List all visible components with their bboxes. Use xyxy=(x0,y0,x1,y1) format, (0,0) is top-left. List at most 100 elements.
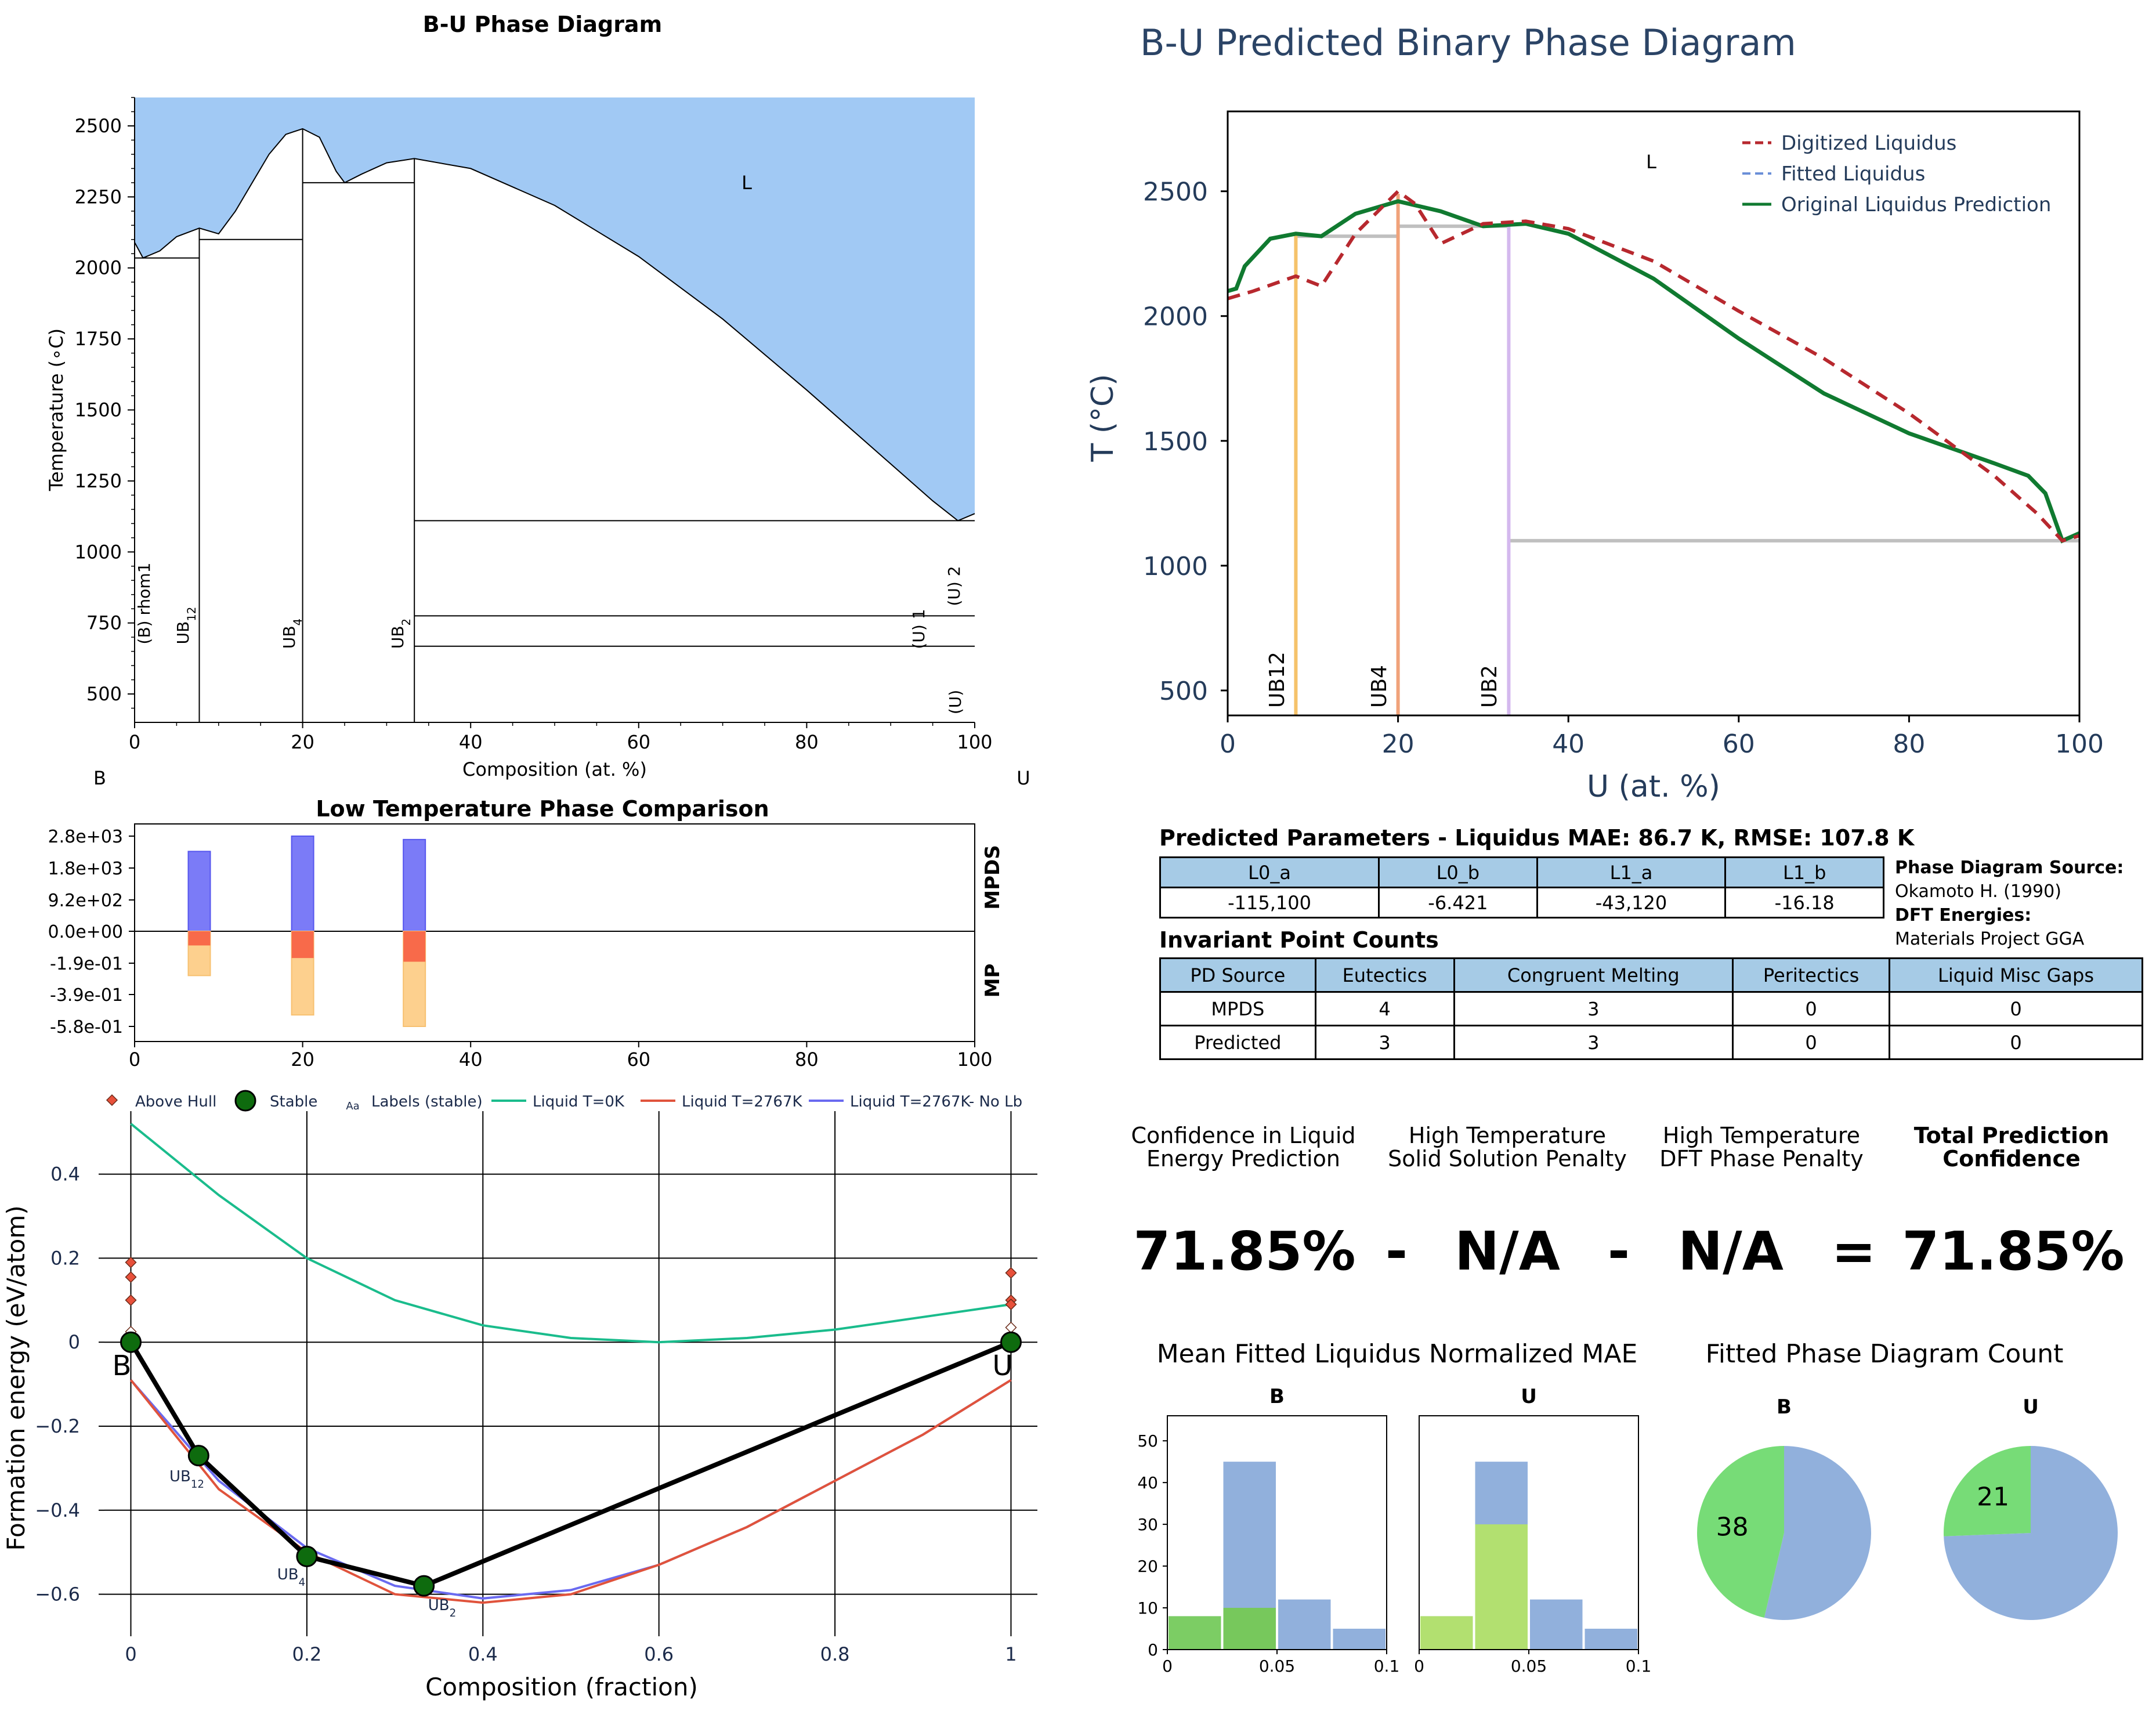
penalty-value: N/A xyxy=(1678,1220,1784,1282)
params-table: L0_a L0_b L1_a L1_b -115,100 -6.421 -43,… xyxy=(1159,856,1884,919)
y-tick-label: -1.9e-01 xyxy=(50,954,123,974)
x-tick-label: 60 xyxy=(627,731,650,753)
x-tick-label: 0 xyxy=(129,1048,140,1071)
confidence-operator: - xyxy=(1386,1220,1408,1282)
mp-bar-overlap xyxy=(291,931,314,959)
pred-frame xyxy=(1227,110,2081,717)
invariants-cell: 0 xyxy=(1889,991,2143,1026)
x-tick-label: 0.1 xyxy=(1626,1657,1652,1676)
stable-point xyxy=(120,1331,142,1353)
mae-bar-highlight xyxy=(1420,1616,1473,1650)
x-tick-label: 20 xyxy=(291,1048,314,1071)
pred-title: B-U Predicted Binary Phase Diagram xyxy=(1140,21,1796,64)
invariants-header: Liquid Misc Gaps xyxy=(1889,957,2143,993)
legend-stable-marker xyxy=(234,1090,256,1112)
pred-label-ub12: UB12 xyxy=(1265,652,1289,708)
y-tick-label: 750 xyxy=(86,612,122,634)
params-header: L0_b xyxy=(1378,856,1538,888)
y-tick-label: 0 xyxy=(68,1331,80,1353)
invariants-header: Eutectics xyxy=(1314,957,1455,993)
hull-line xyxy=(129,1340,1012,1589)
y-tick-label: −0.2 xyxy=(35,1415,80,1437)
mae-bar xyxy=(1333,1629,1386,1650)
y-tick-label: 0 xyxy=(1148,1640,1158,1659)
phase-label-b-rhom1: (B) rhom1 xyxy=(135,563,154,645)
above-hull-point xyxy=(125,1294,137,1306)
mae-bar-highlight xyxy=(1169,1616,1221,1650)
sources-block: Phase Diagram Source: Okamoto H. (1990) … xyxy=(1895,856,2124,951)
y-tick-label: 50 xyxy=(1137,1431,1158,1451)
legend-fitted-label: Fitted Liquidus xyxy=(1781,162,1925,186)
invariants-cell: 3 xyxy=(1453,991,1734,1026)
x-tick-label: 60 xyxy=(627,1048,650,1071)
pred-liquid-label: L xyxy=(1646,151,1656,173)
mae-bar xyxy=(1530,1599,1583,1650)
y-tick-label: 0.2 xyxy=(50,1247,80,1269)
x-tick-label: 40 xyxy=(1552,729,1585,759)
phase-label-ub4: UB4 xyxy=(280,619,305,649)
hull-label-ub12: UB12 xyxy=(169,1468,204,1491)
legend-liquid-nolb-label: Liquid T=2767K- No Lb xyxy=(850,1093,1022,1111)
y-tick-label: 1250 xyxy=(75,470,122,492)
count-title: Fitted Phase Diagram Count xyxy=(1706,1339,2064,1369)
params-header: L1_a xyxy=(1536,856,1727,888)
pred-label-ub2: UB2 xyxy=(1478,665,1502,708)
phase-label-u: (U) xyxy=(946,690,965,714)
pd-ylabel: Temperature (∘C) xyxy=(45,328,67,491)
y-tick-label: 2250 xyxy=(75,186,122,208)
digitized-liquidus-curve xyxy=(1227,189,2080,543)
hull-xlabel: Composition (fraction) xyxy=(425,1673,698,1701)
y-tick-label: 2.8e+03 xyxy=(48,827,123,847)
legend-original-label: Original Liquidus Prediction xyxy=(1781,193,2051,216)
comparison-mpds-label: MPDS xyxy=(981,845,1004,909)
dft-label: DFT Energies: xyxy=(1895,905,2032,925)
liquid-region xyxy=(135,97,975,521)
mpds-bar xyxy=(403,838,426,932)
hull-end-label-b: B xyxy=(113,1350,132,1382)
invariants-cell: 0 xyxy=(1732,1025,1891,1060)
comparison-frame xyxy=(134,823,975,1042)
x-tick-label: 40 xyxy=(459,731,483,753)
confidence-label: Confidence xyxy=(1942,1146,2081,1171)
invariants-cell: MPDS xyxy=(1159,991,1316,1026)
x-tick-label: 100 xyxy=(2055,729,2104,759)
liquid-nolb-curve xyxy=(129,1379,1012,1600)
phase-label-u2: (U) 2 xyxy=(945,566,964,606)
invariants-header: Congruent Melting xyxy=(1453,957,1734,993)
legend-stable-label: Stable xyxy=(270,1093,317,1111)
liquid-2767k-curve xyxy=(129,1379,1012,1604)
y-tick-label: 20 xyxy=(1137,1557,1158,1576)
y-tick-label: 500 xyxy=(1159,677,1208,706)
x-tick-label: 0.6 xyxy=(644,1643,674,1665)
x-tick-label: 0 xyxy=(1414,1657,1424,1676)
mae-bar-highlight xyxy=(1223,1608,1276,1650)
x-tick-label: 0 xyxy=(125,1643,136,1665)
confidence-operator: = xyxy=(1831,1220,1876,1282)
x-tick-label: 80 xyxy=(1893,729,1925,759)
y-tick-label: 1000 xyxy=(1143,552,1208,581)
invariants-header: PD Source xyxy=(1159,957,1316,993)
pd-source-value: Okamoto H. (1990) xyxy=(1895,881,2061,902)
x-tick-label: 20 xyxy=(1382,729,1415,759)
pd-liquid-label: L xyxy=(741,172,752,194)
x-tick-label: 100 xyxy=(957,731,992,753)
y-tick-label: 2000 xyxy=(75,257,122,279)
mae-frame xyxy=(1167,1415,1387,1650)
params-header: L1_b xyxy=(1724,856,1884,888)
hull-label-ub2: UB2 xyxy=(428,1597,456,1619)
x-tick-label: 0.2 xyxy=(292,1643,321,1665)
confidence-label: Energy Prediction xyxy=(1146,1146,1340,1171)
legend-labels-marker: Aa xyxy=(346,1100,359,1112)
legend-above-hull-marker xyxy=(106,1094,118,1106)
legend-labels-label: Labels (stable) xyxy=(371,1093,483,1111)
legend-liquid-2767k-label: Liquid T=2767K xyxy=(682,1093,803,1111)
liquidus-curve xyxy=(134,128,975,522)
x-tick-label: 60 xyxy=(1723,729,1755,759)
pd-source-label: Phase Diagram Source: xyxy=(1895,858,2124,878)
pd-right-element: U xyxy=(1016,767,1030,789)
mpds-bar xyxy=(291,836,314,932)
confidence-operator: - xyxy=(1608,1220,1630,1282)
params-title: Predicted Parameters - Liquidus MAE: 86.… xyxy=(1159,825,1915,851)
x-tick-label: 0.4 xyxy=(468,1643,498,1665)
